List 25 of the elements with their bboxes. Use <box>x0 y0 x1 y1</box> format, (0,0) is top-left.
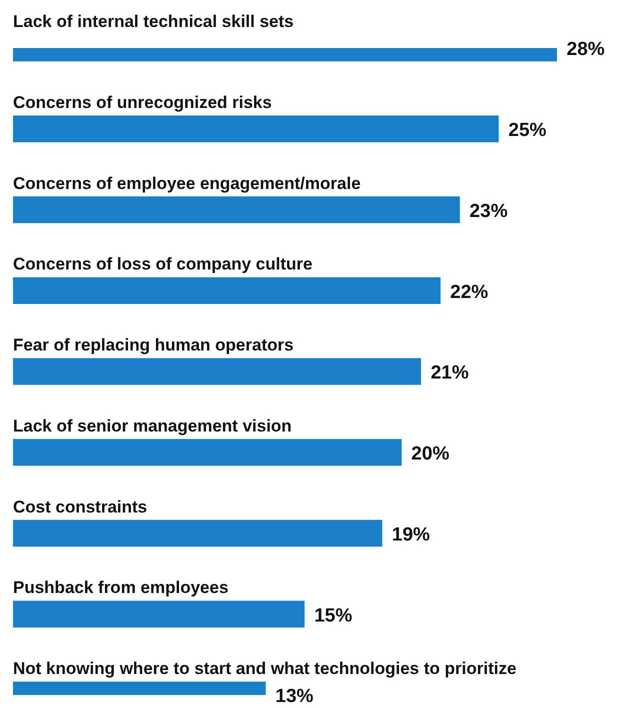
data-label: 25% <box>508 120 547 142</box>
data-label: 23% <box>470 200 508 222</box>
y-tick-label: Lack of internal technical skill sets <box>13 12 294 31</box>
y-tick-label: Concerns of unrecognized risks <box>13 92 272 112</box>
y-tick-label: Not knowing where to start and what technologies to prioritize <box>13 659 516 678</box>
y-tick-label: Cost constraints <box>13 497 148 516</box>
data-label: 21% <box>430 362 469 384</box>
bar <box>13 116 499 142</box>
y-tick-label: Pushback from employees <box>13 578 228 598</box>
bar <box>13 196 460 224</box>
y-tick-label: Concerns of employee engagement/morale <box>13 174 361 193</box>
bar <box>13 439 402 466</box>
data-label: 19% <box>392 524 430 546</box>
data-label: 22% <box>450 282 488 303</box>
y-tick-label: Concerns of loss of company culture <box>13 254 312 274</box>
data-label: 20% <box>411 444 450 465</box>
bar <box>13 520 382 547</box>
data-label: 13% <box>275 686 314 708</box>
data-label: 15% <box>314 605 352 626</box>
y-tick-label: Fear of replacing human operators <box>13 336 294 354</box>
bar <box>13 277 440 304</box>
bar <box>13 358 422 385</box>
y-tick-label: Lack of senior management vision <box>13 416 292 436</box>
data-label: 28% <box>566 39 605 60</box>
bar <box>13 600 305 628</box>
